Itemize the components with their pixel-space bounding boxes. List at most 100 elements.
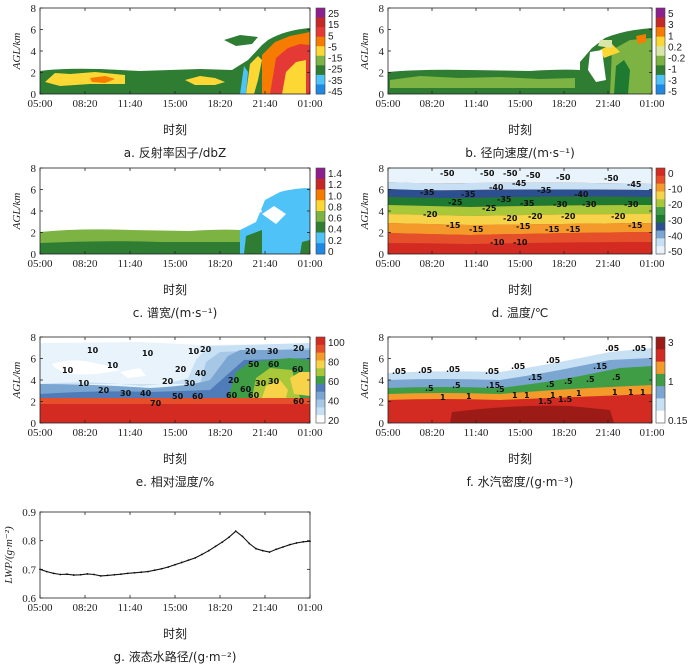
contour-labels-d: -50 -50 -50 -50 -50 -50 -45 -40 -45 -35 … [420, 169, 643, 247]
y-tick-label: 4 [379, 206, 385, 218]
svg-text:-50: -50 [556, 173, 571, 182]
colorbar-swatch [316, 232, 325, 244]
x-axis-label: 时刻 [163, 283, 187, 297]
lwp-data-point [120, 573, 122, 576]
svg-text:.15: .15 [486, 381, 501, 390]
axes-c: 05:00 08:20 11:40 15:00 18:20 21:40 01:00 0 2 4 6 8… [11, 163, 342, 320]
x-tick-label: 11:40 [118, 258, 143, 270]
svg-text:-40: -40 [489, 183, 504, 192]
panel-a [39, 7, 311, 95]
svg-text:-10: -10 [490, 238, 505, 247]
svg-text:-15: -15 [469, 225, 484, 234]
x-axis-label: 时刻 [508, 283, 532, 297]
x-tick-label: 15:00 [162, 602, 188, 614]
lwp-data-point [86, 573, 89, 575]
colorbar-swatch [316, 352, 325, 361]
colorbar-swatch [656, 175, 665, 185]
lwp-data-point [133, 571, 136, 574]
colorbar-swatch [316, 368, 325, 377]
y-tick-label: 0 [31, 249, 37, 261]
colorbar-label: -5 [328, 42, 337, 53]
y-tick-label: 8 [31, 3, 37, 15]
svg-text:-20: -20 [503, 214, 518, 223]
colorbar-label: 25 [328, 9, 340, 20]
lwp-data-point [248, 542, 251, 545]
colorbar-label: 1.4 [328, 169, 342, 180]
svg-text:.05: .05 [418, 366, 433, 375]
colorbar-label: 0.6 [328, 214, 342, 225]
colorbar-swatch [316, 8, 325, 18]
lwp-data-point [93, 573, 95, 576]
colorbar-label: 60 [328, 377, 340, 388]
colorbar-label: 1.0 [328, 191, 342, 202]
lwp-data-point [160, 567, 163, 570]
y-tick-label: 4 [31, 46, 37, 58]
x-tick-label: 08:20 [419, 258, 445, 270]
y-tick-label: 2 [379, 228, 385, 240]
lwp-data-point [140, 571, 143, 574]
heatmap-f [388, 337, 652, 423]
x-axis-label: 时刻 [508, 123, 532, 137]
lwp-data-point [282, 546, 284, 548]
colorbar-label: 5 [328, 31, 334, 42]
svg-text:.5: .5 [586, 375, 595, 384]
colorbar-swatch [316, 36, 325, 47]
y-tick-label: 2 [31, 397, 37, 409]
colorbar-swatch [656, 246, 665, 255]
y-tick-label: 6 [31, 185, 37, 197]
svg-text:20: 20 [175, 365, 187, 374]
svg-text:.05: .05 [392, 367, 407, 376]
x-tick-label: 15:00 [507, 427, 533, 439]
y-axis-label: AGL/km [359, 362, 371, 400]
y-tick-label: 0 [31, 418, 37, 430]
y-tick-label: 0.9 [22, 507, 36, 519]
svg-text:20: 20 [98, 386, 110, 395]
panel-caption: g. 液态水路径/(g·m⁻²) [114, 649, 237, 664]
x-tick-label: 05:00 [27, 427, 53, 439]
colorbar-swatch [316, 46, 325, 57]
x-tick-label: 05:00 [375, 98, 401, 110]
colorbar-swatch [316, 344, 325, 354]
colorbar-swatch [656, 238, 665, 247]
colorbar-label: 0.8 [328, 202, 342, 213]
x-tick-label: 18:20 [551, 258, 577, 270]
x-tick-label: 01:00 [297, 602, 323, 614]
colorbar-label: -40 [668, 231, 683, 242]
lwp-data-point [174, 563, 176, 566]
colorbar-swatch [316, 178, 325, 190]
panel-caption: d. 温度/℃ [492, 305, 549, 320]
lwp-data-point [214, 545, 217, 548]
colorbar-label: 0.2 [668, 42, 682, 53]
colorbar-swatch [316, 84, 325, 95]
colorbar-label: 100 [328, 338, 345, 349]
svg-text:-20: -20 [423, 210, 438, 219]
x-tick-label: 01:00 [297, 258, 323, 270]
svg-text:-35: -35 [420, 188, 435, 197]
lwp-data-point [194, 556, 197, 559]
svg-text:.5: .5 [612, 373, 621, 382]
svg-text:-45: -45 [627, 180, 642, 189]
x-tick-label: 01:00 [297, 98, 323, 110]
colorbar-swatch [656, 65, 665, 76]
colorbar-f: 310.15 [655, 336, 688, 427]
x-tick-label: 18:20 [207, 258, 233, 270]
colorbar-swatch [316, 211, 325, 223]
colorbar-swatch [656, 27, 665, 38]
lwp-data-point [275, 548, 278, 551]
svg-text:10: 10 [142, 349, 154, 358]
colorbar-c: 1.41.21.00.80.60.40.20 [315, 167, 342, 258]
colorbar-swatch [316, 399, 325, 408]
svg-text:-20: -20 [611, 212, 626, 221]
lwp-data-point [99, 575, 102, 577]
lwp-data-point [39, 568, 41, 571]
colorbar-label: 0.4 [328, 225, 342, 236]
y-tick-label: 2 [31, 228, 37, 240]
svg-text:-35: -35 [520, 199, 535, 208]
svg-text:50: 50 [248, 360, 260, 369]
colorbar-label: -25 [328, 65, 343, 76]
lwp-data-point [79, 573, 82, 576]
svg-text:1: 1 [466, 392, 472, 401]
svg-text:-15: -15 [446, 221, 461, 230]
